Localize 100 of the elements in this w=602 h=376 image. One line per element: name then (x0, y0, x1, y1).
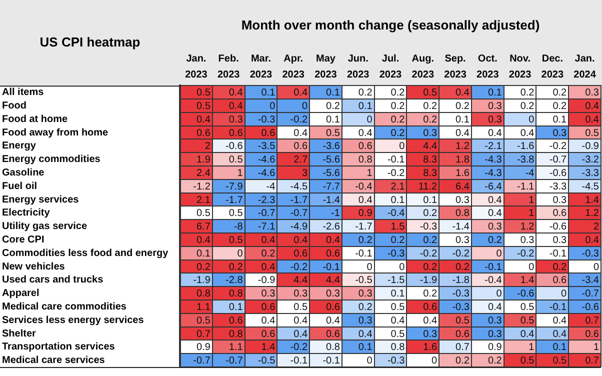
data-label: -4 (266, 181, 276, 192)
data-label: -0.6 (549, 168, 568, 179)
data-label: 0.1 (456, 114, 470, 126)
data-label: 0.1 (228, 302, 244, 313)
data-label: 0.2 (456, 262, 470, 273)
data-label: 0.5 (552, 356, 568, 367)
data-label: 0.1 (390, 194, 406, 206)
data-label: 2.1 (196, 194, 211, 206)
data-label: 0.5 (520, 315, 535, 326)
data-label: 0.4 (552, 315, 568, 326)
data-label: 0.5 (456, 315, 470, 326)
data-label: 0.4 (261, 262, 276, 273)
data-label: 0.9 (358, 208, 373, 220)
data-label: -1.6 (516, 141, 535, 152)
data-label: 0.4 (520, 128, 535, 139)
data-label: 1.4 (261, 342, 276, 354)
data-label: 0.6 (294, 248, 308, 260)
data-label: -4.5 (290, 181, 308, 192)
data-label: 0.2 (326, 100, 340, 112)
data-label: 1 (593, 342, 600, 354)
data-label: 0.4 (585, 234, 600, 246)
data-label: 1.1 (228, 342, 244, 354)
data-label: -2.8 (226, 275, 244, 286)
data-label: 4.4 (423, 141, 438, 152)
data-label: -0.1 (322, 356, 340, 367)
data-label: 0.6 (585, 328, 600, 340)
data-label: -3.3 (549, 181, 568, 192)
data-label: -2.3 (258, 194, 276, 206)
chart-title: US CPI heatmap (40, 34, 140, 50)
data-label: -0.6 (226, 141, 244, 152)
data-label: 0.5 (196, 315, 211, 326)
data-label: -0.3 (420, 222, 438, 233)
data-label: 0 (399, 262, 406, 273)
y-tick-label: Energy commodities (2, 154, 101, 166)
x-tick-label: Dec. 2023 (541, 53, 564, 80)
data-label: 0 (366, 114, 373, 126)
y-tick-label: Energy (2, 140, 36, 152)
data-label: 1.4 (520, 275, 535, 286)
data-label: 0.1 (423, 194, 438, 206)
data-label: 0.4 (294, 234, 308, 246)
data-label: 0 (366, 356, 373, 367)
data-label: 0.4 (423, 315, 438, 326)
data-label: 0.2 (423, 100, 438, 112)
data-label: 0.6 (552, 208, 568, 220)
data-label: 1 (528, 194, 535, 206)
data-label: 0.4 (488, 302, 502, 313)
data-label: 0.6 (456, 328, 470, 340)
y-tick-label: Fuel oil (2, 180, 38, 192)
data-label: 0.3 (488, 114, 502, 126)
data-label: -1.9 (193, 275, 211, 286)
data-label: 1.9 (196, 154, 211, 166)
data-label: -0.3 (387, 356, 406, 367)
data-label: 0.5 (294, 302, 308, 313)
data-label: -0.7 (226, 356, 244, 367)
data-label: 0.8 (358, 154, 373, 166)
data-label: 0.6 (261, 328, 276, 340)
data-label: -1.7 (355, 222, 373, 233)
data-label: 0.2 (390, 100, 406, 112)
data-label: -6.4 (484, 181, 502, 192)
data-label: 0.5 (520, 356, 535, 367)
data-label: -1.2 (193, 181, 211, 192)
data-label: 0.5 (390, 328, 406, 340)
data-label: -2.1 (484, 141, 502, 152)
data-label: 0.4 (196, 234, 211, 246)
data-label: 0.4 (456, 88, 470, 99)
data-label: -4.5 (582, 181, 600, 192)
x-tick-label: Aug. 2023 (412, 53, 434, 80)
data-label: -7.7 (322, 181, 340, 192)
y-tick-label: Used cars and trucks (2, 274, 104, 286)
data-label: 0.2 (390, 128, 406, 139)
data-label: 0.2 (228, 262, 244, 273)
data-label: 0.4 (520, 328, 535, 340)
data-label: 0 (496, 288, 502, 300)
x-tick-label: Sep. 2023 (444, 53, 467, 80)
data-label: -1.9 (420, 275, 438, 286)
y-tick-label: Medical care commodities (2, 301, 127, 312)
y-tick-label: Apparel (2, 288, 40, 300)
data-label: -0.1 (549, 248, 568, 260)
data-label: 0.2 (423, 288, 438, 300)
data-label: 0.5 (520, 302, 535, 313)
data-label: 0.2 (520, 100, 535, 112)
data-label: 0 (528, 114, 535, 126)
data-label: 0.1 (326, 88, 340, 99)
data-label: 3 (302, 168, 308, 179)
data-label: 2.1 (390, 181, 406, 192)
data-label: 0.5 (196, 88, 211, 99)
data-label: 4.4 (294, 275, 308, 286)
data-label: 0.4 (552, 328, 568, 340)
data-label: -0.2 (549, 141, 568, 152)
data-label: 0.6 (326, 302, 340, 313)
x-tick-label: May 2023 (314, 53, 338, 80)
data-label: 0.2 (261, 248, 276, 260)
data-label: 0.7 (456, 342, 470, 354)
data-label: 0.1 (358, 100, 373, 112)
x-tick-label: Mar. 2023 (250, 53, 273, 80)
x-tick-label: Jul. 2023 (379, 53, 402, 80)
data-label: 0 (528, 262, 535, 273)
data-label: 0.1 (552, 342, 568, 354)
data-label: -3.3 (582, 168, 600, 179)
y-tick-label: Electricity (2, 208, 50, 219)
